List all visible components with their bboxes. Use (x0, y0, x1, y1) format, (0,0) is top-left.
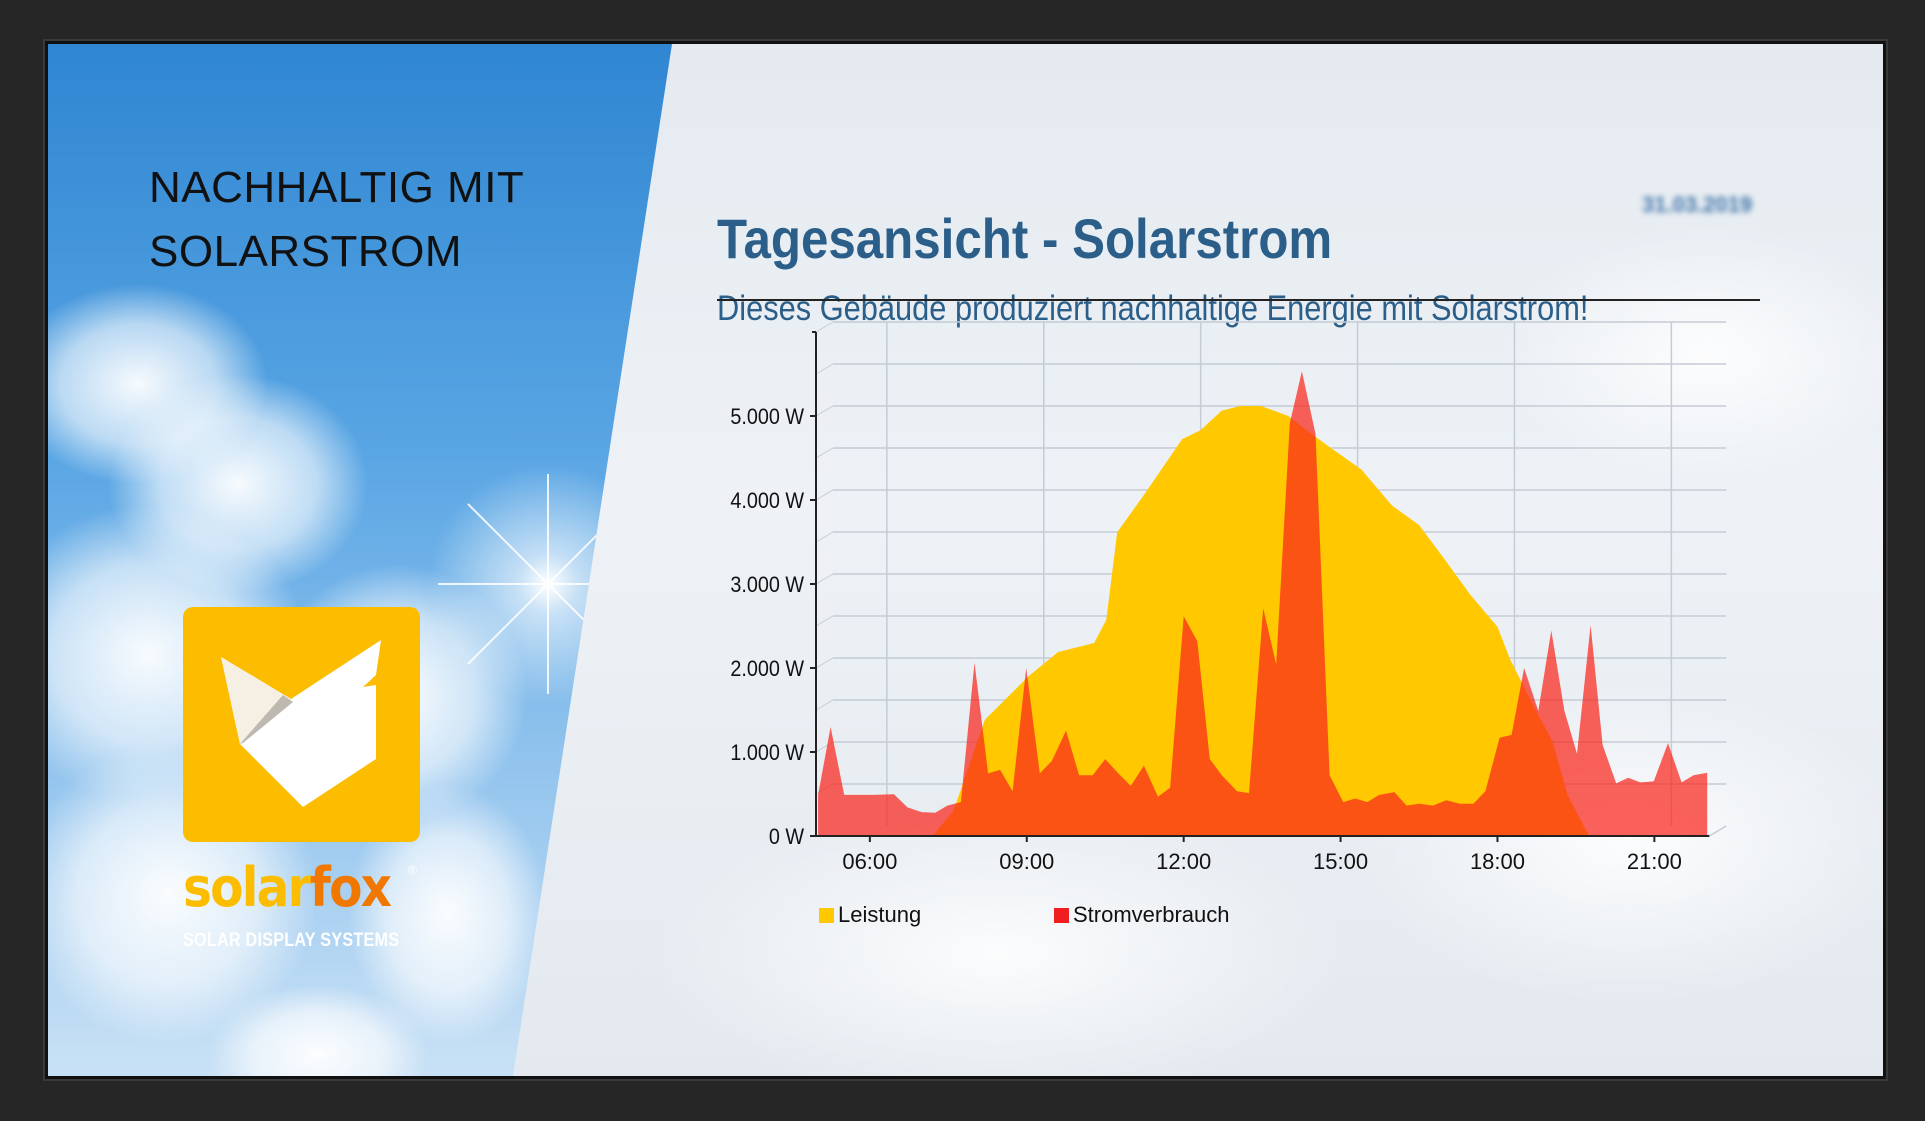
x-tick-label: 18:00 (1470, 849, 1525, 874)
legend-swatch (1054, 907, 1069, 923)
grid-line-depth (815, 489, 834, 501)
legend-swatch (819, 907, 834, 923)
page-title: Tagesansicht - Solarstrom (717, 207, 1333, 270)
grid-line-depth (815, 363, 834, 375)
x-tick-label: 21:00 (1627, 849, 1682, 874)
brand-wordmark: solarfox (183, 856, 392, 919)
date-label: 31.03.2019 (1642, 192, 1753, 217)
series-leistung-area (932, 406, 1589, 836)
grid-line-depth (1708, 825, 1727, 837)
headline-line-2: SOLARSTROM (149, 227, 463, 276)
y-tick-label: 5.000 W (730, 405, 804, 429)
x-tick-label: 06:00 (842, 849, 897, 874)
legend-stromverbrauch[interactable]: Stromverbrauch (1054, 902, 1230, 928)
series-stromverbrauch-area (818, 371, 1708, 836)
x-tick-label: 15:00 (1313, 849, 1368, 874)
legend-label: Stromverbrauch (1073, 902, 1230, 927)
power-chart: 0 W 1.000 W 2.000 W 3.000 W 4.000 W 5.000 W 06… (730, 321, 1727, 874)
brand-tagline: SOLAR DISPLAY SYSTEMS (183, 930, 400, 951)
brand-solar: solar (183, 856, 312, 919)
legend-leistung[interactable]: Leistung (819, 902, 921, 928)
cloud (1498, 224, 1883, 484)
headline: NACHHALTIG MIT SOLARSTROM (149, 156, 524, 284)
grid-line-depth (815, 405, 834, 417)
y-tick-label: 4.000 W (730, 489, 804, 513)
solarfox-logo-icon (183, 607, 420, 842)
y-tick-label: 1.000 W (730, 741, 804, 765)
registered-mark: ® (408, 863, 417, 877)
headline-line-1: NACHHALTIG MIT (149, 163, 525, 212)
display-screen: NACHHALTIG MIT SOLARSTROM solarfox ® SOL… (45, 41, 1886, 1079)
y-tick-label: 3.000 W (730, 573, 804, 597)
legend-label: Leistung (838, 902, 922, 927)
x-tick-label: 09:00 (999, 849, 1054, 874)
grid-line-depth (815, 615, 834, 627)
y-tick-label: 0 W (769, 825, 804, 849)
title-divider (717, 299, 1760, 301)
x-tick-label: 12:00 (1156, 849, 1211, 874)
grid-line-depth (815, 321, 834, 333)
grid-line-depth (815, 573, 834, 585)
grid-line-depth (815, 657, 834, 669)
y-tick-label: 2.000 W (730, 657, 804, 681)
grid-line-depth (815, 447, 834, 459)
brand-fox: fox (309, 856, 392, 919)
grid-line-depth (815, 699, 834, 711)
cloud (648, 804, 1348, 1076)
grid-line-depth (815, 531, 834, 543)
